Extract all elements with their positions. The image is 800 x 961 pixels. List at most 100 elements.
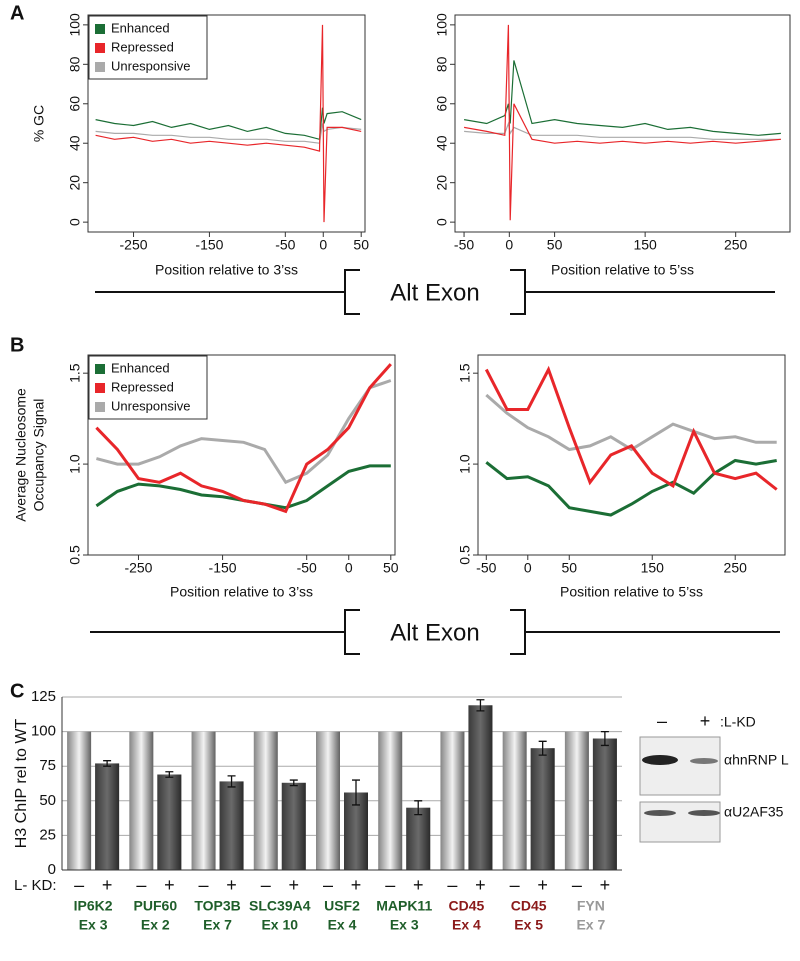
series-line (485, 458, 777, 517)
y-tick-label: 0.5 (67, 545, 83, 565)
panel-label: B (10, 334, 24, 356)
kd-sign: – (572, 875, 582, 895)
legend-swatch (95, 62, 105, 72)
y-tick-label: 80 (67, 56, 83, 72)
legend-box (88, 355, 208, 420)
exon-label: Alt Exon (390, 279, 479, 306)
x-tick-label: 50 (561, 560, 577, 576)
bar-shade (219, 781, 244, 870)
kd-sign: + (537, 875, 548, 895)
exon-number: Ex 4 (328, 917, 357, 933)
series-line (95, 107, 362, 141)
y-axis-label: Average Nucleosome (13, 388, 29, 522)
y-tick-label: 60 (434, 96, 450, 112)
kd-sign: – (323, 875, 333, 895)
series-line (484, 365, 778, 491)
panel-label: A (10, 2, 24, 24)
x-tick-label: -150 (209, 560, 237, 576)
error-bar (289, 779, 298, 787)
plot-frame (454, 14, 791, 233)
blot-band (688, 810, 720, 816)
y-tick-label: 125 (31, 688, 56, 705)
x-tick-label: 150 (641, 560, 665, 576)
blot-condition: :L-KD (720, 714, 756, 730)
series-line (95, 123, 362, 144)
category-label: USF2 (324, 898, 360, 914)
series-line (464, 121, 781, 140)
x-tick-label: 50 (353, 237, 369, 253)
y-tick-label: 50 (39, 792, 56, 809)
y-tick-label: 0.5 (457, 545, 473, 565)
y-axis-label: % GC (31, 105, 47, 142)
blot-panel (639, 736, 721, 796)
band-label: αhnRNP L (724, 752, 789, 768)
x-tick-label: -50 (297, 560, 317, 576)
y-tick-label: 100 (434, 13, 450, 37)
lane-label: – (657, 711, 667, 731)
kd-sign: – (510, 875, 520, 895)
x-axis-label: Position relative to 3’ss (170, 584, 313, 600)
kd-sign: – (199, 875, 209, 895)
category-label: PUF60 (134, 898, 178, 914)
y-tick-label: 1.0 (67, 454, 83, 474)
exon-number: Ex 2 (141, 917, 170, 933)
x-tick-label: 0 (319, 237, 327, 253)
x-tick-label: 0 (524, 560, 532, 576)
western-blot: – + :L-KD αhnRNP L αU2AF35 (639, 711, 789, 843)
y-tick-label: 100 (31, 723, 56, 740)
series-line (95, 363, 392, 514)
bar-shade (502, 731, 527, 870)
x-axis-label: Position relative to 5’ss (560, 584, 703, 600)
kd-sign: + (475, 875, 486, 895)
legend-swatch (95, 43, 105, 53)
bar-shade (378, 731, 403, 870)
error-bar (476, 699, 485, 712)
y-tick-label: 40 (434, 135, 450, 151)
bar-shade (406, 807, 431, 870)
kd-sign: + (102, 875, 113, 895)
kd-sign: + (164, 875, 175, 895)
error-bar (227, 775, 236, 788)
series-line (96, 379, 392, 485)
legend-swatch (95, 364, 105, 374)
error-bar (352, 779, 360, 806)
error-bar (103, 760, 112, 767)
category-label: CD45 (511, 898, 547, 914)
x-tick-label: 250 (724, 560, 748, 576)
x-tick-label: -250 (124, 560, 152, 576)
x-tick-label: 0 (505, 237, 513, 253)
y-tick-label: 100 (67, 13, 83, 37)
y-tick-label: 60 (67, 96, 83, 112)
series-line (463, 24, 781, 221)
y-tick-label: 1.0 (457, 454, 473, 474)
bar-shade (440, 731, 465, 870)
category-label: IP6K2 (74, 898, 113, 914)
legend-swatch (95, 24, 105, 34)
legend-swatch (95, 383, 105, 393)
category-label: SLC39A4 (249, 898, 311, 914)
category-label: CD45 (449, 898, 485, 914)
y-tick-label: 0 (48, 861, 56, 878)
x-tick-label: 0 (345, 560, 353, 576)
exon-number: Ex 7 (576, 917, 605, 933)
plot-frame (477, 354, 786, 556)
legend-label: Enhanced (111, 20, 170, 35)
y-axis-label: H3 ChIP rel to WT (13, 719, 30, 849)
kd-sign: – (261, 875, 271, 895)
blot-band (690, 758, 718, 764)
blot-band (642, 755, 678, 765)
blot-panel (639, 801, 721, 843)
exon-label: Alt Exon (390, 619, 479, 646)
legend-box (88, 15, 208, 80)
x-tick-label: 150 (633, 237, 657, 253)
legend-label: Unresponsive (111, 58, 191, 73)
kd-sign: + (289, 875, 300, 895)
y-tick-label: 1.5 (457, 363, 473, 383)
x-tick-label: -50 (454, 237, 474, 253)
legend-label: Unresponsive (111, 398, 191, 413)
bar-shade (157, 774, 182, 870)
x-axis-label: Position relative to 3’ss (155, 262, 298, 278)
series-line (485, 393, 777, 452)
y-tick-label: 80 (434, 56, 450, 72)
